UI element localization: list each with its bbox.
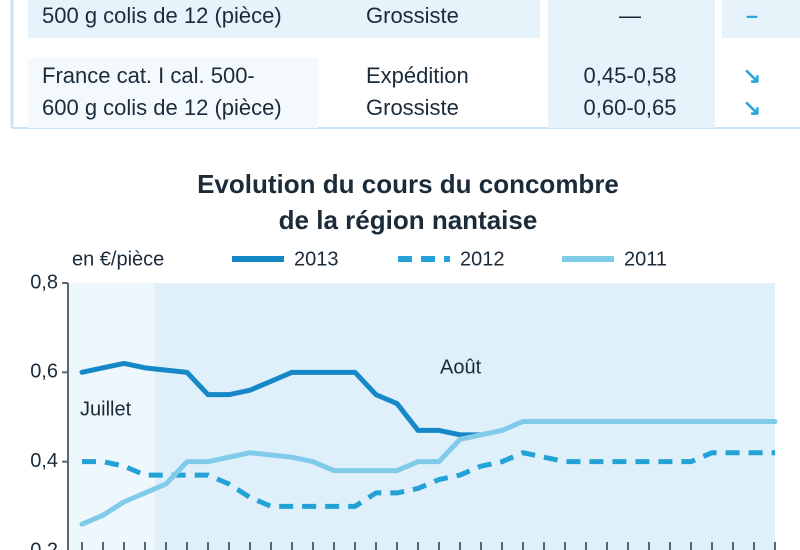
y-tick-label: 0,4 [30, 450, 58, 472]
series-line [79, 360, 484, 438]
product: 600 g colis de 12 (pièce) [42, 95, 282, 120]
product: 500 g colis de 12 (pièce) [42, 3, 282, 28]
annotation: Juillet [80, 398, 132, 420]
row-band [28, 58, 318, 128]
row-band [28, 0, 540, 38]
y-axis-label: en €/pièce [72, 248, 164, 270]
row-band [722, 0, 800, 38]
legend-label: 2013 [294, 248, 339, 270]
trend: ↘ [743, 95, 761, 120]
chart-title: Evolution du cours du concombre [197, 169, 619, 199]
y-tick-label: 0,8 [30, 271, 58, 293]
legend-label: 2012 [460, 248, 505, 270]
july-region [68, 283, 155, 550]
stage: Grossiste [366, 3, 459, 28]
y-tick-label: 0,6 [30, 361, 58, 383]
price: 0,45-0,58 [584, 63, 677, 88]
product: France cat. I cal. 500- [42, 63, 255, 88]
price-column [548, 0, 715, 128]
y-tick-label: 0,2 [30, 539, 58, 550]
stage: Expédition [366, 63, 469, 88]
chart-title: de la région nantaise [279, 205, 538, 235]
august-region [155, 283, 775, 550]
legend-label: 2011 [624, 248, 667, 270]
trend: ↘ [743, 63, 761, 88]
price: — [619, 3, 641, 28]
trend: – [746, 3, 758, 28]
series-line [79, 418, 778, 527]
annotation: Août [440, 356, 482, 378]
price: 0,60-0,65 [584, 95, 677, 120]
series-line [82, 450, 775, 509]
stage: Grossiste [366, 95, 459, 120]
